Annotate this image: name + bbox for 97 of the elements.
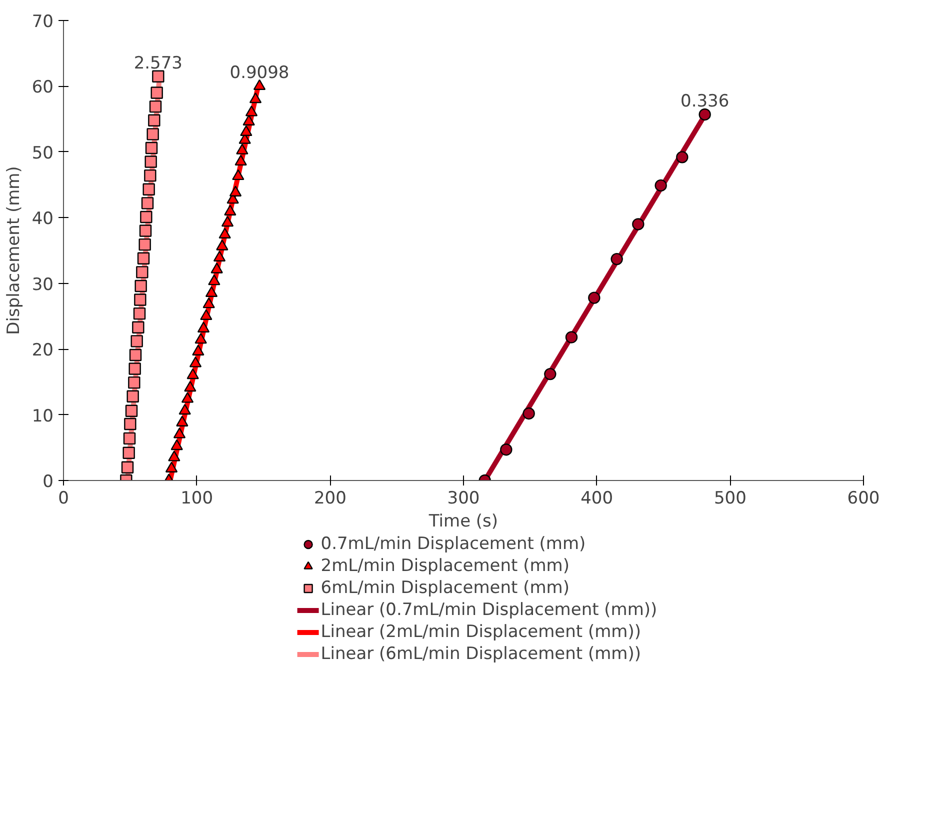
point [121,461,134,474]
point [610,252,623,266]
point [134,280,147,292]
point [129,348,142,362]
point [654,179,667,192]
point [698,108,711,121]
point [213,250,226,262]
point [194,332,207,344]
point [165,462,178,472]
point [234,154,247,166]
point [137,252,150,264]
y-tick-label: 20 [32,340,54,361]
x-tick-label: 300 [447,488,480,508]
point [192,344,204,356]
point [676,151,688,164]
point [224,204,236,216]
legend-label: 2mL/min Displacement (mm) [320,556,570,576]
point [132,321,144,334]
point [145,142,158,154]
point [249,92,262,104]
y-tick-label: 70 [32,12,54,32]
point [123,432,136,445]
point [141,197,154,210]
y-tick-label: 10 [32,406,54,426]
point [208,274,220,286]
annotation: 0.9098 [230,63,290,84]
point [588,292,600,304]
point [173,428,186,438]
point [148,114,160,126]
point [253,79,266,90]
legend-label: 0.7mL/min Displacement (mm) [320,534,586,554]
point [134,294,146,306]
point [128,376,140,389]
point [149,100,162,113]
point [178,404,191,415]
point [189,356,202,368]
point [136,266,148,278]
point [186,368,199,380]
x-tick-label: 500 [714,488,746,508]
point [126,390,139,402]
point [181,392,194,403]
point [140,210,152,224]
point [130,335,143,348]
point [176,416,188,426]
point [245,106,258,116]
point [565,331,578,344]
point [142,183,155,196]
y-tick-label: 0 [42,472,54,492]
point [240,125,252,136]
point [236,144,248,154]
point [221,216,234,227]
point [210,262,223,274]
legend-label: Linear (0.7mL/min Displacement (mm)) [320,600,658,620]
point [124,418,136,430]
point [125,404,138,417]
point [522,407,535,420]
x-tick-label: 100 [180,488,214,508]
point [200,309,212,320]
y-axis-title: Displacement (mm) [4,166,24,335]
point [144,169,156,182]
point [218,228,231,239]
legend-label: 6mL/min Displacement (mm) [320,578,570,598]
x-axis-title: Time (s) [428,512,498,532]
point [128,362,141,375]
x-tick-label: 0 [58,488,69,508]
point [205,286,218,297]
point [170,439,183,450]
annotation: 0.336 [680,91,730,112]
point [202,297,215,308]
point [146,128,159,140]
point [229,186,242,196]
point [168,450,180,462]
legend-label: Linear (6mL/min Displacement (mm)) [320,644,641,664]
point [232,169,244,180]
annotation: 2.573 [134,53,183,74]
point [133,307,146,320]
point [197,322,210,332]
y-tick-label: 60 [32,78,54,98]
point [122,446,135,459]
point [216,240,228,250]
point [500,444,512,456]
point [184,380,196,392]
y-tick-label: 30 [32,274,54,295]
point [138,238,151,251]
x-tick-label: 200 [314,488,346,508]
point [139,224,152,237]
y-tick-label: 40 [32,209,54,230]
y-tick-label: 50 [32,143,54,164]
point [242,114,255,126]
point [144,156,157,168]
point [150,86,163,99]
point [632,218,644,230]
x-tick-label: 600 [847,488,880,508]
legend-label: Linear (2mL/min Displacement (mm)) [320,622,641,642]
point [544,368,556,380]
point [152,70,164,82]
x-tick-label: 400 [580,488,614,508]
